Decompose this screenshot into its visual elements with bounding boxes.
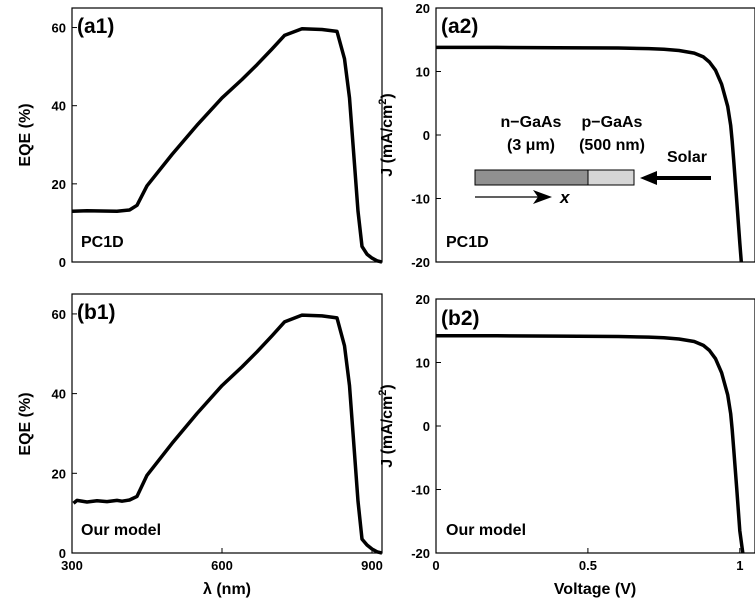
panel-b1: (b1) Our model 0 20 40 60 300 600 900 EQE (%)… [17, 293, 383, 598]
y-tick-label: -10 [411, 483, 430, 498]
y-tick-label: 40 [52, 99, 66, 114]
y-axis-label: EQE (%) [17, 392, 34, 455]
y-tick-label: 10 [416, 65, 430, 80]
jv-curve [436, 334, 745, 554]
x-axis-label: λ (nm) [203, 581, 251, 598]
n-layer-thickness: (3 μm) [507, 137, 555, 154]
y-tick-label: 0 [423, 128, 430, 143]
panel-label: (b1) [77, 301, 116, 324]
panel-label: (a2) [441, 15, 478, 38]
plot-frame [71, 7, 383, 263]
jv-curve [436, 45, 744, 263]
y-tick-label: 60 [52, 307, 66, 322]
x-tick-label: 600 [211, 558, 233, 573]
solar-label: Solar [667, 149, 707, 166]
y-tick-label: 0 [423, 419, 430, 434]
x-tick-label: 0 [432, 558, 439, 573]
eqe-curve [72, 313, 383, 555]
solar-arrow-head [640, 171, 657, 185]
y-tick-label: -20 [411, 255, 430, 270]
method-label: Our model [81, 522, 161, 539]
x-direction-label: x [559, 188, 571, 207]
plot-frame [435, 7, 755, 263]
y-axis-label: J (mA/cm2) [377, 93, 396, 176]
x-tick-label: 1 [736, 558, 743, 573]
n-gaas-layer [474, 169, 589, 186]
y-axis-label-text: J (mA/cm [379, 396, 396, 468]
p-layer-thickness: (500 nm) [579, 137, 645, 154]
x-tick-label: 900 [361, 558, 383, 573]
y-axis-label-close: ) [379, 384, 396, 389]
y-tick-label: 0 [59, 255, 66, 270]
y-axis-label-superscript: 2 [377, 99, 389, 105]
y-axis-label-close: ) [379, 93, 396, 98]
y-tick-label: 40 [52, 387, 66, 402]
y-tick-label: 20 [52, 177, 66, 192]
device-inset: n−GaAs (3 μm) p−GaAs (500 nm) Solar x [474, 114, 711, 207]
method-label: PC1D [446, 234, 489, 251]
x-direction-arrow-head [533, 190, 552, 204]
eqe-curve [71, 26, 383, 264]
y-tick-label: 20 [52, 466, 66, 481]
y-tick-label: -10 [411, 192, 430, 207]
y-axis-label-superscript: 2 [377, 390, 389, 396]
y-tick-label: 20 [416, 292, 430, 307]
panel-a1: (a1) PC1D 0 20 40 60 EQE (%) [17, 7, 383, 270]
plot-frame [71, 293, 383, 554]
p-layer-label: p−GaAs [582, 114, 643, 131]
panel-label: (a1) [77, 15, 114, 38]
x-tick-label: 0.5 [579, 558, 597, 573]
y-axis-label: J (mA/cm2) [377, 384, 396, 467]
panel-label: (b2) [441, 307, 480, 330]
n-layer-label: n−GaAs [501, 114, 562, 131]
p-gaas-layer [587, 169, 635, 186]
method-label: PC1D [81, 234, 124, 251]
y-axis-label: EQE (%) [17, 103, 34, 166]
y-tick-label: 20 [416, 1, 430, 16]
y-tick-label: 0 [59, 546, 66, 561]
y-tick-label: -20 [411, 546, 430, 561]
y-tick-label: 60 [52, 21, 66, 36]
panel-a2: (a2) PC1D -20 -10 0 10 20 J (mA/cm2) n−GaAs … [377, 1, 755, 270]
x-tick-label: 300 [61, 558, 83, 573]
y-axis-label-text: J (mA/cm [379, 105, 396, 177]
x-axis-label: Voltage (V) [554, 581, 636, 598]
y-tick-label: 10 [416, 356, 430, 371]
method-label: Our model [446, 522, 526, 539]
panel-b2: (b2) Our model -20 -10 0 10 20 0 0.5 1 J (mA/c… [377, 292, 755, 598]
